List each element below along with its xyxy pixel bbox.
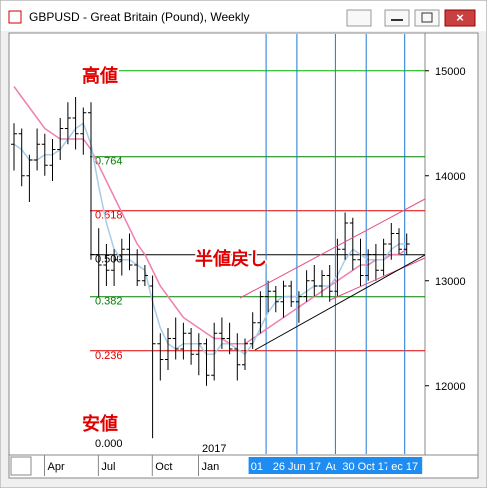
link-button[interactable]	[346, 9, 372, 27]
fib-label: 0.618	[95, 210, 123, 222]
x-tick-label: Apr	[48, 461, 65, 473]
y-tick-label: 13000	[435, 276, 466, 288]
fib-label: 0.000	[95, 438, 123, 450]
close-button[interactable]	[444, 9, 476, 27]
x-label-highlight	[336, 457, 397, 474]
channel-mid	[329, 257, 426, 301]
moving-average	[13, 122, 407, 356]
annotation: 高値	[82, 65, 118, 86]
moving-average	[13, 86, 408, 345]
maximize-button[interactable]	[414, 9, 440, 27]
x-tick-label: Jul	[101, 461, 115, 473]
chart-panel	[8, 32, 479, 479]
fib-label: 0.764	[95, 156, 123, 168]
channel-upper	[239, 198, 426, 299]
x-tick-label: ec 17	[391, 461, 418, 473]
trend-line	[254, 254, 426, 351]
y-tick-label: 15000	[435, 66, 466, 78]
fib-label: 0.236	[95, 350, 123, 362]
x-tick-label: Oct	[155, 461, 172, 473]
annotation: 半値戻し	[195, 248, 267, 269]
y-tick-label: 12000	[435, 381, 466, 393]
x-axis-cursor	[10, 456, 32, 476]
fib-label: 0.382	[95, 296, 123, 308]
x-tick-label: 26 Jun 17	[273, 461, 321, 473]
x-label-highlight	[387, 457, 423, 474]
x-tick-label: Jan	[202, 461, 220, 473]
x-label-highlight	[267, 457, 327, 474]
minimize-button[interactable]	[384, 9, 410, 27]
year-label: 2017	[202, 443, 226, 455]
y-tick-label: 14000	[435, 171, 466, 183]
fib-label: 0.500	[95, 254, 123, 266]
annotation: 安値	[82, 413, 118, 434]
x-tick-label: 30 Oct 17	[342, 461, 390, 473]
plot: 0.764 0.618 0.500 0.382 0.236 0.000 12000 13000…	[11, 34, 466, 454]
app-icon	[8, 10, 22, 24]
maximize-icon	[421, 12, 433, 23]
window-title: GBPUSD - Great Britain (Pound), Weekly	[29, 10, 250, 24]
close-icon: ×	[456, 10, 464, 25]
